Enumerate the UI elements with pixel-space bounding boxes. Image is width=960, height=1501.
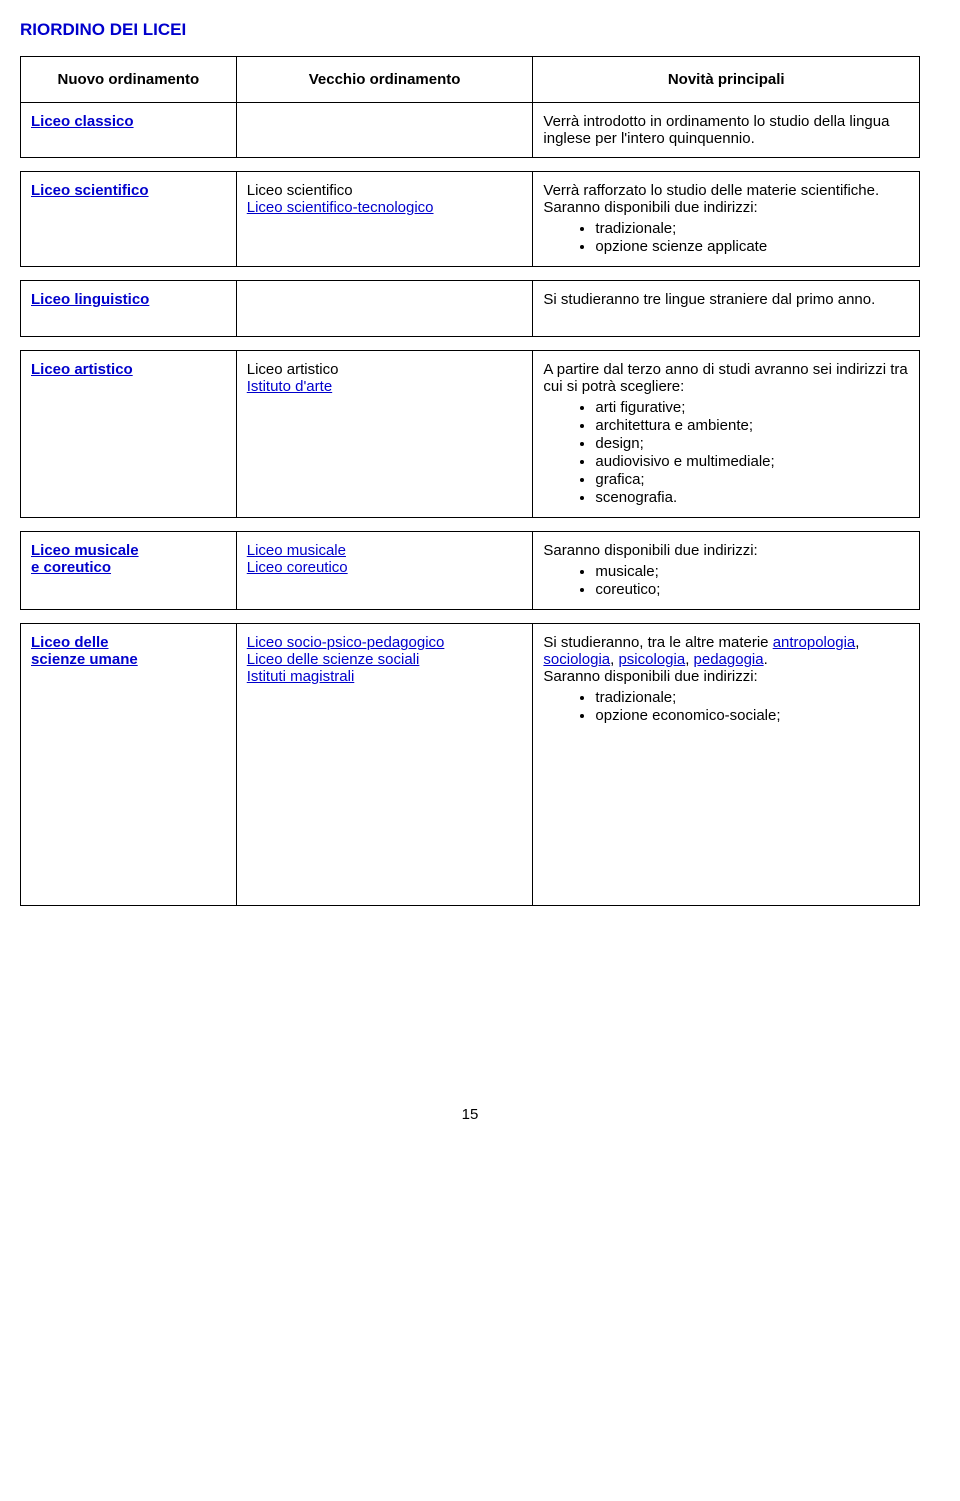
header-novita: Novità principali: [533, 57, 920, 103]
desc-umane-pre: Si studieranno, tra le altre materie: [543, 634, 772, 651]
link-istituto-darte[interactable]: Istituto d'arte: [247, 378, 332, 395]
header-nuovo: Nuovo ordinamento: [21, 57, 237, 103]
link-antropologia[interactable]: antropologia: [773, 634, 856, 651]
link-liceo-musicale-2[interactable]: e coreutico: [31, 559, 111, 576]
header-vecchio: Vecchio ordinamento: [236, 57, 533, 103]
table-header-row: Nuovo ordinamento Vecchio ordinamento No…: [21, 57, 920, 103]
desc-artistico-intro: A partire dal terzo anno di studi avrann…: [543, 361, 907, 395]
page-title: RIORDINO DEI LICEI: [20, 20, 920, 40]
link-istituti-magistrali[interactable]: Istituti magistrali: [247, 668, 355, 685]
link-old-coreutico[interactable]: Liceo coreutico: [247, 559, 348, 576]
row-scientifico: Liceo scientifico Liceo scientifico Lice…: [21, 172, 920, 267]
link-psicologia[interactable]: psicologia: [618, 651, 685, 668]
link-socio-psico-pedagogico[interactable]: Liceo socio-psico-pedagogico: [247, 634, 445, 651]
link-scienze-sociali[interactable]: Liceo delle scienze sociali: [247, 651, 420, 668]
page-number: 15: [20, 1106, 920, 1123]
row-classico: Liceo classico Verrà introdotto in ordin…: [21, 103, 920, 158]
row-musicale: Liceo musicale e coreutico Liceo musical…: [21, 532, 920, 610]
desc-scientifico-intro: Verrà rafforzato lo studio delle materie…: [543, 182, 879, 199]
desc-umane-list-intro: Saranno disponibili due indirizzi:: [543, 668, 757, 685]
desc-linguistico: Si studieranno tre lingue straniere dal …: [543, 291, 875, 308]
row-scienze-umane: Liceo delle scienze umane Liceo socio-ps…: [21, 624, 920, 906]
link-scienze-umane-1[interactable]: Liceo delle: [31, 634, 109, 651]
link-old-musicale[interactable]: Liceo musicale: [247, 542, 346, 559]
bullets-scientifico: tradizionale; opzione scienze applicate: [543, 220, 911, 255]
link-pedagogia[interactable]: pedagogia: [694, 651, 764, 668]
old-artistico-1: Liceo artistico: [247, 361, 339, 378]
desc-musicale-intro: Saranno disponibili due indirizzi:: [543, 542, 757, 559]
link-liceo-linguistico[interactable]: Liceo linguistico: [31, 291, 149, 308]
link-liceo-artistico[interactable]: Liceo artistico: [31, 361, 133, 378]
bullets-umane: tradizionale; opzione economico-sociale;: [543, 689, 911, 724]
link-scientifico-tecnologico[interactable]: Liceo scientifico-tecnologico: [247, 199, 434, 216]
link-liceo-scientifico[interactable]: Liceo scientifico: [31, 182, 149, 199]
desc-classico: Verrà introdotto in ordinamento lo studi…: [533, 103, 920, 158]
licei-table: Nuovo ordinamento Vecchio ordinamento No…: [20, 56, 920, 906]
bullets-artistico: arti figurative; architettura e ambiente…: [543, 399, 911, 506]
link-liceo-classico[interactable]: Liceo classico: [31, 113, 134, 130]
link-sociologia[interactable]: sociologia: [543, 651, 610, 668]
old-scientifico-1: Liceo scientifico: [247, 182, 353, 199]
link-scienze-umane-2[interactable]: scienze umane: [31, 651, 138, 668]
link-liceo-musicale-1[interactable]: Liceo musicale: [31, 542, 139, 559]
desc-scientifico-list-intro: Saranno disponibili due indirizzi:: [543, 199, 757, 216]
row-artistico: Liceo artistico Liceo artistico Istituto…: [21, 351, 920, 518]
row-linguistico: Liceo linguistico Si studieranno tre lin…: [21, 281, 920, 337]
bullets-musicale: musicale; coreutico;: [543, 563, 911, 598]
